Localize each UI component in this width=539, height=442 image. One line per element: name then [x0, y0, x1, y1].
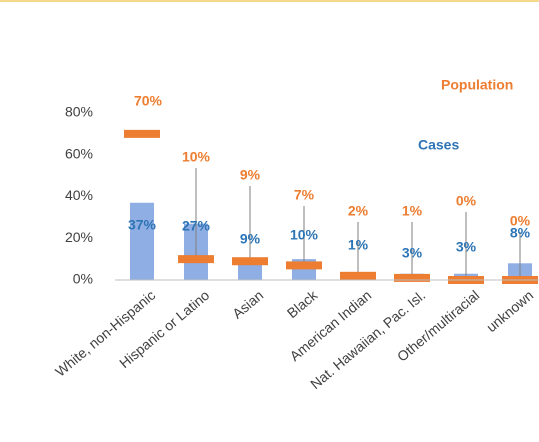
- population-marker: [340, 271, 376, 280]
- cases-label: 1%: [348, 237, 369, 253]
- population-marker: [394, 273, 430, 282]
- legend-entry: Population: [441, 77, 513, 93]
- population-label: 2%: [348, 203, 369, 219]
- y-tick-label: 80%: [65, 104, 93, 120]
- y-tick-label: 40%: [65, 187, 93, 203]
- population-label: 0%: [510, 213, 531, 229]
- cases-label: 3%: [456, 239, 477, 255]
- population-label: 1%: [402, 203, 423, 219]
- cases-label: 37%: [128, 217, 157, 233]
- population-marker: [124, 129, 160, 138]
- y-tick-label: 0%: [73, 271, 93, 287]
- legend-entry: Cases: [418, 137, 459, 153]
- y-tick-label: 20%: [65, 229, 93, 245]
- cases-label: 3%: [402, 245, 423, 261]
- population-marker: [232, 257, 268, 266]
- top-border: [0, 0, 539, 2]
- bar: [130, 202, 154, 280]
- cases-label: 9%: [240, 231, 261, 247]
- population-label: 70%: [134, 93, 163, 109]
- bar: [238, 261, 262, 280]
- cases-label: 10%: [290, 227, 319, 243]
- cases-label: 8%: [510, 225, 531, 241]
- y-tick-label: 60%: [65, 145, 93, 161]
- population-marker: [178, 255, 214, 264]
- population-marker: [286, 261, 322, 270]
- population-label: 9%: [240, 167, 261, 183]
- cases-label: 27%: [182, 218, 211, 234]
- population-label: 10%: [182, 149, 211, 165]
- population-label: 0%: [456, 193, 477, 209]
- population-label: 7%: [294, 187, 315, 203]
